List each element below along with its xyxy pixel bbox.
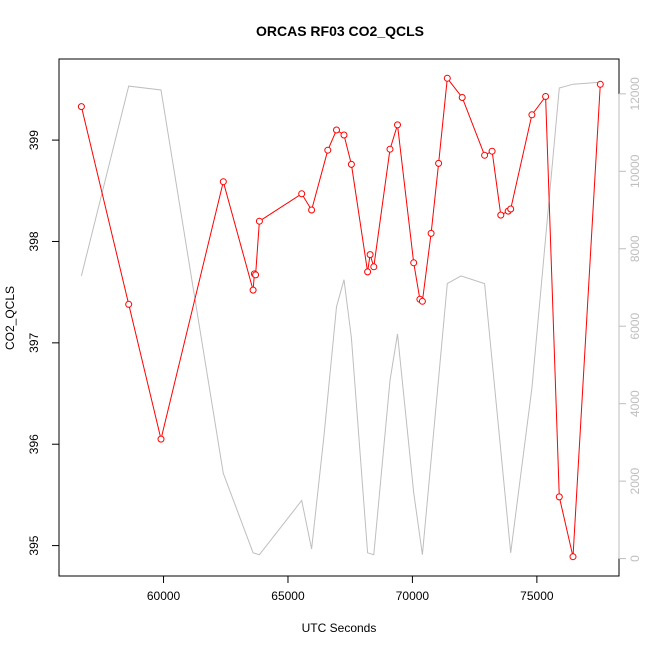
co2-series-line (80, 77, 601, 557)
co2-data-point (443, 74, 451, 82)
plot-frame (58, 58, 620, 577)
y2-tick-label: 12000 (628, 77, 642, 111)
y2-tick-label: 8000 (628, 235, 642, 262)
co2-data-point (435, 159, 443, 167)
y2-tick-label: 0 (628, 555, 642, 562)
y2-tick-label: 4000 (628, 390, 642, 417)
co2-data-point (219, 178, 227, 186)
co2-data-point (125, 300, 133, 308)
co2-data-point (333, 126, 340, 134)
co2-data-point (458, 94, 466, 101)
y-tick-label: 399 (27, 130, 41, 150)
y-tick-label: 397 (27, 333, 41, 353)
y-tick-label: 398 (27, 231, 41, 251)
co2-data-point (394, 121, 401, 129)
x-axis: 60000 65000 70000 75000 (147, 575, 554, 603)
x-tick-label: 65000 (271, 589, 305, 603)
x-tick-label: 75000 (520, 589, 554, 603)
x-tick-label: 60000 (147, 589, 181, 603)
co2-data-point (386, 145, 394, 153)
x-axis-label: UTC Seconds (302, 621, 377, 635)
co2-data-point (427, 229, 435, 237)
co2-data-point (370, 263, 378, 271)
co2-data-point (555, 493, 563, 501)
co2-data-point (507, 205, 515, 213)
co2-data-point (157, 435, 165, 443)
co2-data-point (347, 160, 355, 168)
x-tick-label: 70000 (396, 589, 430, 603)
y2-tick-label: 2000 (628, 467, 642, 494)
co2-data-point (252, 271, 260, 279)
co2-data-point (366, 251, 374, 259)
co2-data-point (528, 111, 536, 119)
co2-data-point (249, 286, 257, 294)
co2-data-point (298, 190, 306, 198)
chart-title: ORCAS RF03 CO2_QCLS (256, 23, 424, 39)
y-axis-right: 0 2000 4000 6000 8000 10000 12000 (618, 77, 642, 562)
co2-data-point (569, 553, 577, 561)
co2-data-point (418, 297, 426, 305)
co2-data-point (481, 151, 489, 159)
co2-data-point (308, 206, 316, 214)
co2-data-point (497, 211, 505, 219)
y-axis-label: CO2_QCLS (3, 286, 17, 350)
co2-data-point (364, 268, 372, 276)
y2-tick-label: 6000 (628, 313, 642, 340)
co2-data-point (77, 103, 85, 111)
series-layer (77, 74, 604, 561)
co2-data-point (488, 147, 496, 155)
co2-data-point (596, 80, 604, 88)
co2-data-point (340, 131, 348, 139)
co2-data-point (410, 259, 418, 267)
y-tick-label: 395 (27, 535, 41, 555)
co2-data-point (542, 93, 550, 100)
co2-data-point (324, 146, 332, 154)
y-tick-label: 396 (27, 434, 41, 454)
y-axis-left: 395 396 397 398 399 (27, 130, 60, 556)
secondary-series-line (80, 81, 601, 556)
y2-tick-label: 10000 (628, 154, 642, 188)
co2-data-point (255, 217, 263, 225)
